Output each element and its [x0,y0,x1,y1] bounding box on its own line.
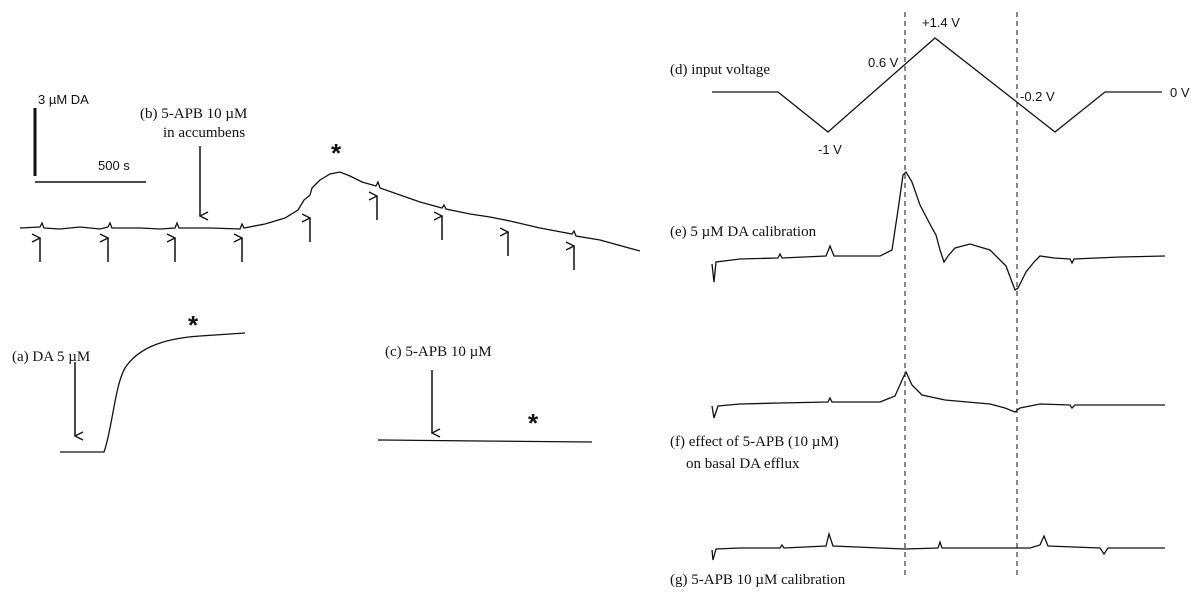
panel-label: (a) DA 5 µM [12,349,90,365]
voltage-label: -1 V [818,142,842,157]
voltage-label: 0.6 V [868,55,899,70]
panel-a: (a) DA 5 µM * [12,310,246,453]
panel-b: 3 µM DA 500 s (b) 5-APB 10 µM in accumbe… [19,92,641,270]
panel-label: (c) 5-APB 10 µM [385,344,492,360]
scale-y-label: 3 µM DA [38,92,89,107]
panel-label: (f) effect of 5-APB (10 µM) [670,434,839,450]
panel-f: (f) effect of 5-APB (10 µM) on basal DA … [670,370,1165,472]
marker: * [528,408,539,438]
trace [60,332,246,453]
voltage-label: 0 V [1170,85,1190,100]
panel-label: (e) 5 µM DA calibration [670,224,817,240]
marker: * [188,310,199,340]
trace [711,170,1166,291]
panel-g: (g) 5-APB 10 µM calibration [670,531,1165,588]
scale-x-label: 500 s [98,158,130,173]
arrows-up [40,196,574,270]
panel-label: (b) 5-APB 10 µM [140,106,247,122]
waveform [712,37,1162,133]
voltage-label: +1.4 V [922,15,960,30]
trace [377,439,593,443]
trace [19,171,641,252]
panel-label: on basal DA efflux [686,456,800,472]
panel-e: (e) 5 µM DA calibration [670,170,1166,291]
panel-d: (d) input voltage +1.4 V 0.6 V -0.2 V 0 … [670,15,1190,157]
marker: * [331,138,342,168]
voltage-label: -0.2 V [1020,89,1055,104]
panel-label: in accumbens [163,125,245,141]
trace [711,531,1165,561]
panel-label: (d) input voltage [670,62,770,78]
panel-c: (c) 5-APB 10 µM * [377,344,593,443]
panel-label: (g) 5-APB 10 µM calibration [670,572,846,588]
trace [711,370,1165,419]
